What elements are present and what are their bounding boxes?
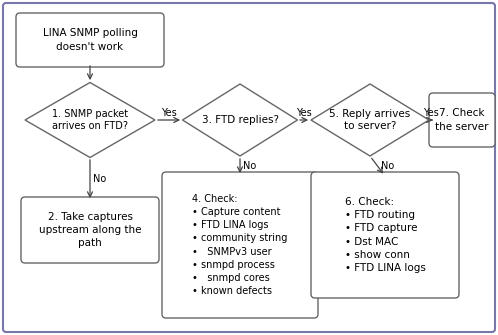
Text: No: No bbox=[244, 161, 256, 171]
Text: Yes: Yes bbox=[296, 108, 312, 118]
Text: 3. FTD replies?: 3. FTD replies? bbox=[202, 115, 278, 125]
Text: No: No bbox=[381, 161, 394, 171]
Text: Yes: Yes bbox=[161, 108, 177, 118]
Polygon shape bbox=[25, 82, 155, 157]
Text: Yes: Yes bbox=[423, 108, 439, 118]
FancyBboxPatch shape bbox=[3, 3, 495, 332]
Text: LINA SNMP polling
doesn't work: LINA SNMP polling doesn't work bbox=[42, 28, 137, 52]
Text: 7. Check
the server: 7. Check the server bbox=[435, 109, 489, 132]
Text: 2. Take captures
upstream along the
path: 2. Take captures upstream along the path bbox=[39, 212, 141, 248]
Text: 5. Reply arrives
to server?: 5. Reply arrives to server? bbox=[329, 109, 411, 131]
Text: 1. SNMP packet
arrives on FTD?: 1. SNMP packet arrives on FTD? bbox=[52, 109, 128, 131]
FancyBboxPatch shape bbox=[311, 172, 459, 298]
FancyBboxPatch shape bbox=[429, 93, 495, 147]
Polygon shape bbox=[311, 84, 429, 156]
Text: No: No bbox=[94, 174, 107, 184]
FancyBboxPatch shape bbox=[21, 197, 159, 263]
Text: 4. Check:
• Capture content
• FTD LINA logs
• community string
•   SNMPv3 user
•: 4. Check: • Capture content • FTD LINA l… bbox=[192, 194, 288, 296]
FancyBboxPatch shape bbox=[16, 13, 164, 67]
Text: 6. Check:
• FTD routing
• FTD capture
• Dst MAC
• show conn
• FTD LINA logs: 6. Check: • FTD routing • FTD capture • … bbox=[345, 197, 425, 273]
Polygon shape bbox=[182, 84, 297, 156]
FancyBboxPatch shape bbox=[162, 172, 318, 318]
